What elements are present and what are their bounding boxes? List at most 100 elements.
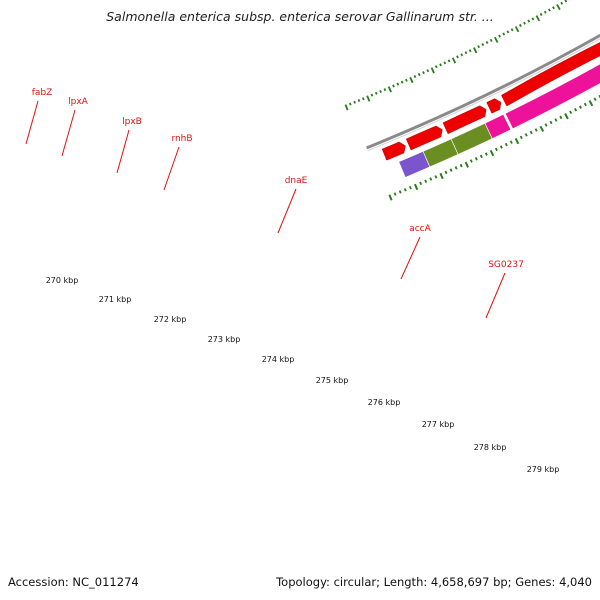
- outer-tick: [398, 190, 402, 194]
- cds-arrow: [486, 98, 502, 114]
- outer-tick: [429, 177, 433, 181]
- kbp-label: 271 kbp: [99, 295, 132, 304]
- leader-line-acca: [400, 236, 421, 280]
- kbp-tick: [514, 26, 520, 33]
- kbp-tick: [387, 86, 392, 93]
- gene-label-lpxb: lpxB: [122, 117, 142, 127]
- outer-tick: [464, 161, 470, 168]
- outer-tick: [514, 137, 520, 145]
- outer-tick: [434, 175, 438, 179]
- genome-summary-text: Topology: circular; Length: 4,658,697 bp…: [276, 575, 592, 589]
- kbp-tick: [379, 89, 382, 93]
- outer-tick: [499, 145, 503, 149]
- kbp-tick: [539, 12, 543, 16]
- kbp-tick: [430, 67, 435, 74]
- kbp-tick: [409, 76, 414, 84]
- outer-tick: [459, 163, 463, 168]
- outer-tick: [409, 185, 412, 190]
- kbp-tick: [547, 8, 551, 12]
- kbp-tick: [531, 17, 535, 21]
- kbp-label: 275 kbp: [316, 376, 349, 385]
- kbp-tick: [361, 97, 365, 101]
- kbp-tick: [477, 45, 480, 49]
- kbp-tick: [417, 73, 421, 77]
- outer-tick: [393, 192, 397, 196]
- outer-tick: [524, 133, 528, 137]
- kbp-tick: [370, 93, 374, 97]
- gene-bar-dnae: [504, 63, 600, 130]
- inner-kbp-ticks: [344, 0, 571, 111]
- backbone-highlight: [367, 38, 600, 152]
- kbp-tick: [366, 95, 371, 102]
- outer-tick: [578, 105, 582, 109]
- kbp-tick: [392, 84, 395, 88]
- leader-line-sg0237: [485, 272, 506, 319]
- outer-tick: [529, 130, 533, 135]
- outer-tick: [539, 125, 545, 132]
- outer-tick: [583, 102, 587, 107]
- cds-arrow: [405, 125, 443, 151]
- kbp-tick: [426, 69, 430, 73]
- kbp-tick: [348, 102, 352, 106]
- cds-arrows: [381, 42, 600, 161]
- kbp-tick: [460, 53, 464, 57]
- gene-bar-rnhb: [484, 113, 512, 139]
- kbp-label: 279 kbp: [527, 465, 560, 474]
- kbp-tick: [357, 99, 361, 103]
- gene-label-acca: accA: [409, 224, 431, 234]
- kbp-tick: [344, 104, 349, 111]
- outer-tick: [474, 157, 478, 161]
- kbp-label: 278 kbp: [474, 443, 507, 452]
- genome-title: Salmonella enterica subsp. enterica sero…: [106, 9, 494, 24]
- kbp-tick: [383, 88, 387, 92]
- leader-line-dnae: [277, 188, 297, 234]
- leader-line-lpxa: [61, 109, 76, 157]
- gene-label-dnae: dnaE: [285, 176, 308, 186]
- leader-line-fabz: [25, 100, 39, 145]
- kbp-tick: [434, 65, 438, 69]
- gene-labels: fabZ lpxA lpxB rnhB dnaE accA SG0237: [25, 88, 524, 319]
- kbp-label: 270 kbp: [46, 276, 79, 285]
- kbp-tick: [552, 6, 555, 10]
- kbp-tick: [519, 23, 522, 27]
- kbp-tick: [502, 32, 506, 36]
- outer-tick: [509, 140, 513, 144]
- kbp-label: 276 kbp: [368, 398, 401, 407]
- gene-label-lpxa: lpxA: [68, 97, 89, 107]
- outer-tick: [569, 110, 573, 115]
- outer-tick: [479, 154, 483, 159]
- outer-tick: [388, 194, 393, 201]
- kbp-tick: [527, 19, 531, 23]
- outer-tick: [454, 166, 458, 170]
- kbp-tick: [405, 78, 408, 82]
- kbp-label: 274 kbp: [262, 355, 295, 364]
- cds-arrow: [442, 105, 487, 135]
- outer-tick: [449, 168, 453, 172]
- kbp-tick: [464, 51, 468, 55]
- outer-tick: [439, 172, 444, 180]
- outer-tick: [588, 100, 594, 107]
- outer-tick: [504, 142, 508, 147]
- kbp-tick: [456, 55, 459, 59]
- kbp-tick: [510, 28, 514, 32]
- kbp-tick: [523, 21, 526, 25]
- kbp-tick: [543, 10, 547, 14]
- kbp-tick: [400, 80, 404, 84]
- cds-arrow: [381, 141, 406, 161]
- kbp-tick: [439, 63, 442, 67]
- kbp-tick: [489, 38, 493, 42]
- kbp-tick: [564, 0, 568, 3]
- kbp-tick: [498, 34, 501, 38]
- outer-tick: [564, 113, 569, 120]
- outer-tick: [494, 147, 498, 152]
- kbp-tick: [485, 40, 489, 44]
- kbp-tick: [560, 1, 564, 5]
- outer-tick: [424, 179, 428, 183]
- outer-tick: [419, 181, 423, 186]
- kbp-label: 273 kbp: [208, 335, 241, 344]
- outer-tick: [554, 118, 558, 122]
- kbp-labels: 270 kbp 271 kbp 272 kbp 273 kbp 274 kbp 275 k…: [46, 276, 560, 474]
- kbp-label: 277 kbp: [422, 420, 455, 429]
